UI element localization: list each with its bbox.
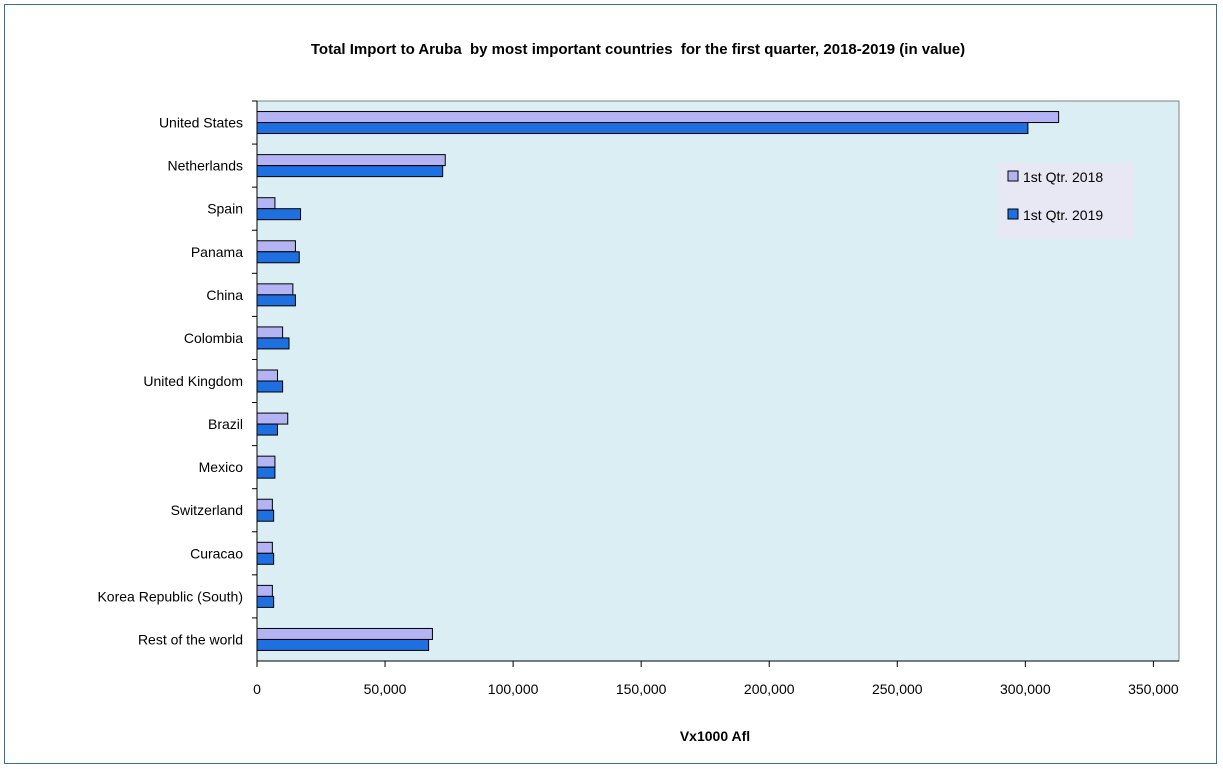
bar-2018 [256,283,294,296]
bar-2018 [256,541,273,554]
legend-swatch [1007,208,1019,220]
category-label: Switzerland [171,502,243,518]
category-label: United States [159,115,243,131]
bar-2019 [256,208,302,221]
x-tick-label: 50,000 [364,681,407,697]
bar-2018 [256,455,276,468]
legend-label: 1st Qtr. 2019 [1023,207,1103,223]
category-label: Curacao [190,545,243,561]
bar-2018 [256,326,284,339]
bar-2019 [256,251,300,264]
bar-2019 [256,294,296,307]
x-tick-label: 350,000 [1128,681,1179,697]
bar-2018 [256,197,276,210]
x-tick-label: 300,000 [1000,681,1051,697]
legend-swatch [1007,170,1019,182]
x-axis: 0 50,000 100,000 150,000 200,000 250,000 300,0… [252,100,1179,697]
bar-2018 [256,240,296,253]
legend: 1st Qtr. 2018 1st Qtr. 2019 [998,163,1134,239]
x-tick-label: 150,000 [616,681,667,697]
category-label: Brazil [208,416,243,432]
category-label: Netherlands [168,158,244,174]
x-tick-label: 200,000 [744,681,795,697]
x-axis-label: Vx1000 Afl [680,728,750,744]
bar-2019 [256,122,1029,135]
bar-2018 [256,584,273,597]
bar-2019 [256,552,275,565]
bar-2019 [256,165,444,178]
legend-box [998,163,1134,239]
category-label: Spain [207,201,243,217]
category-label: Colombia [184,330,243,346]
bar-2018 [256,154,446,167]
chart-frame: Total Import to Aruba by most important … [4,4,1217,764]
category-label: China [206,287,243,303]
bar-2018 [256,498,273,511]
category-label: Rest of the world [138,631,243,647]
category-labels: United States Netherlands Spain Panama China… [97,115,243,648]
category-label: Korea Republic (South) [97,588,243,604]
category-label: Mexico [199,459,244,475]
x-tick-label: 100,000 [488,681,539,697]
bar-2019 [256,337,290,350]
chart-title: Total Import to Aruba by most important … [311,41,965,58]
legend-label: 1st Qtr. 2018 [1023,169,1103,185]
bar-2019 [256,466,276,479]
category-label: Panama [191,244,243,260]
x-tick-label: 0 [253,681,261,697]
bar-2019 [256,595,275,608]
bar-2019 [256,380,284,393]
bars [256,111,1060,651]
category-label: United Kingdom [143,373,243,389]
x-tick-label: 250,000 [872,681,923,697]
bar-2019 [256,509,275,522]
bar-2019 [256,638,430,651]
bar-2018 [256,627,433,640]
bar-2018 [256,111,1060,124]
bar-2018 [256,369,278,382]
bar-2019 [256,423,278,436]
chart: Total Import to Aruba by most important … [97,41,1180,744]
bar-2018 [256,412,289,425]
